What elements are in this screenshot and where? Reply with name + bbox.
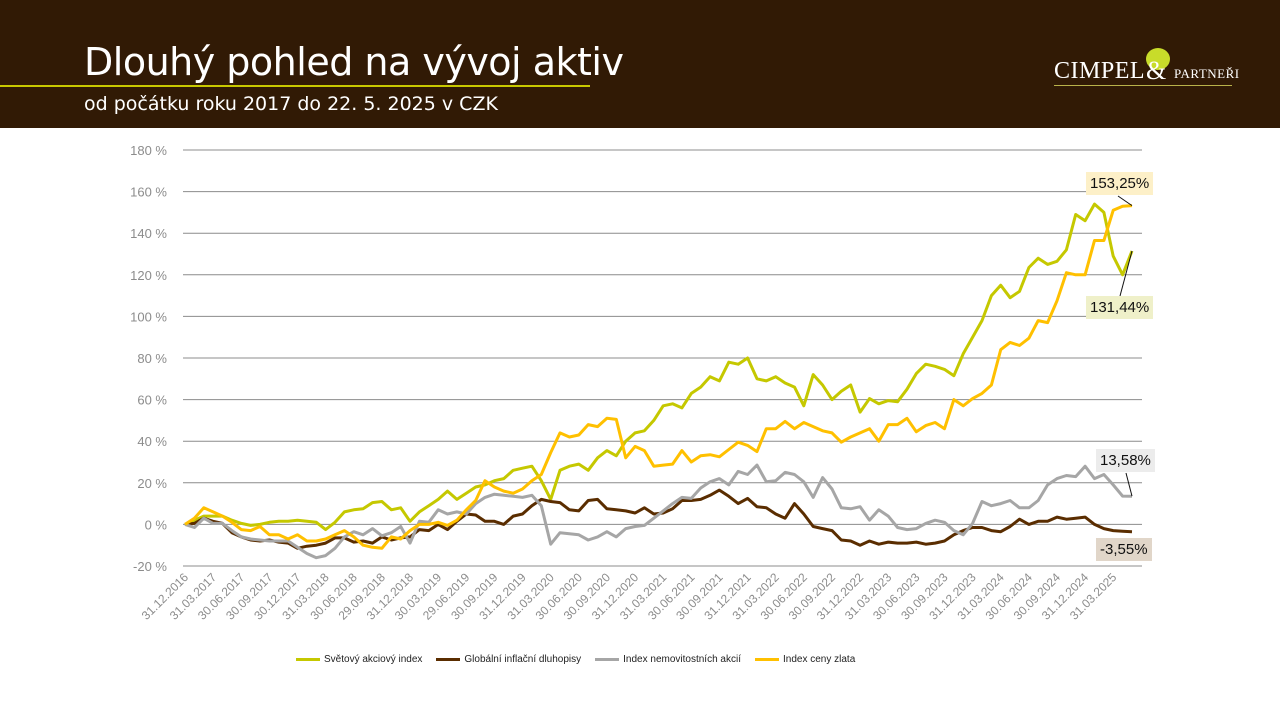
logo-underline	[1054, 85, 1232, 86]
y-tick-label: 20 %	[137, 476, 167, 491]
company-logo: CIMPEL & PARTNEŘI	[1050, 48, 1239, 88]
annotation-real-estate: 13,58%	[1096, 449, 1155, 472]
y-tick-label: 0 %	[145, 517, 168, 532]
y-tick-label: 60 %	[137, 393, 167, 408]
logo-sub-text: PARTNEŘI	[1174, 66, 1240, 81]
legend-label: Index ceny zlata	[782, 654, 856, 665]
series-line-gold	[184, 204, 1133, 550]
page-subtitle: od počátku roku 2017 do 22. 5. 2025 v CZ…	[84, 93, 498, 115]
legend-swatch	[595, 658, 620, 661]
header-bar: Dlouhý pohled na vývoj aktiv od počátku …	[0, 0, 1280, 128]
y-tick-label: -20 %	[133, 559, 167, 574]
legend-label: Index nemovitostních akcií	[623, 654, 741, 665]
series-line-real-estate	[184, 463, 1133, 560]
y-tick-label: 180 %	[130, 143, 167, 158]
legend-label: Světový akciový index	[324, 654, 423, 665]
legend-item: Index nemovitostních akcií	[595, 654, 741, 665]
logo-main-text: CIMPEL	[1054, 58, 1146, 84]
legend-item: Globální inflační dluhopisy	[436, 654, 581, 665]
legend-item: Světový akciový index	[296, 654, 422, 665]
logo-ampersand: &	[1146, 56, 1167, 85]
legend-label: Globální inflační dluhopisy	[464, 654, 582, 665]
title-underline	[0, 85, 590, 87]
y-tick-label: 120 %	[130, 268, 167, 283]
series-line-equity	[184, 202, 1134, 532]
annotation-leader-line	[1125, 472, 1133, 497]
annotation-leader-line	[1117, 195, 1133, 207]
annotation-leader-line	[1119, 250, 1133, 297]
legend-swatch	[296, 658, 320, 661]
y-tick-label: 80 %	[137, 351, 167, 366]
legend-swatch	[436, 658, 461, 661]
annotation-gold: 153,25%	[1086, 172, 1154, 195]
page-title: Dlouhý pohled na vývoj aktiv	[84, 40, 624, 84]
y-tick-label: 100 %	[130, 309, 167, 324]
y-tick-label: 140 %	[130, 226, 167, 241]
annotation-equity: 131,44%	[1086, 296, 1154, 319]
chart-legend: Světový akciový index Globální inflační d…	[296, 654, 869, 665]
line-chart: -20 % 0 % 20 % 40 % 60 % 80 % 100 % 120 % 140 % 1…	[130, 143, 1142, 623]
logo-leaf-icon	[1146, 48, 1170, 70]
y-tick-label: 160 %	[130, 185, 167, 200]
legend-item: Index ceny zlata	[754, 654, 856, 665]
legend-swatch	[754, 658, 779, 661]
y-tick-label: 40 %	[137, 434, 167, 449]
annotation-bonds: -3,55%	[1096, 538, 1152, 561]
